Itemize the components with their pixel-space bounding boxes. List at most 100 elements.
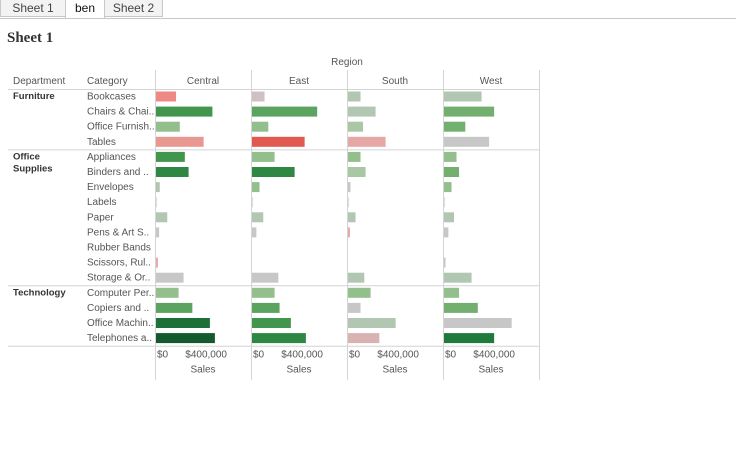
x-axis-title: Sales [286, 365, 311, 376]
category-label: Chairs & Chai.. [87, 107, 154, 118]
category-header: Category [87, 76, 128, 87]
bar-west [444, 272, 472, 283]
x-tick-label: $0 [445, 350, 457, 361]
bar-east [252, 106, 318, 117]
bar-east [252, 287, 275, 298]
department-label: Office [13, 151, 40, 162]
bar-central [156, 333, 215, 344]
bar-east [252, 91, 265, 102]
region-label-central: Central [187, 76, 219, 87]
bar-south [348, 333, 380, 344]
category-label: Computer Per.. [87, 288, 154, 299]
region-label-east: East [289, 76, 309, 87]
category-label: Tables [87, 137, 116, 148]
bar-south [348, 318, 396, 328]
bar-west [444, 151, 457, 162]
x-axis-title: Sales [478, 365, 503, 376]
x-tick-label: $400,000 [185, 350, 227, 361]
bar-central [156, 272, 184, 283]
bar-south [348, 182, 351, 193]
category-label: Envelopes [87, 182, 134, 193]
bar-south [348, 272, 365, 283]
region-label-south: South [382, 76, 408, 87]
bar-south [348, 197, 349, 208]
bar-west [444, 121, 466, 132]
category-label: Office Furnish.. [87, 122, 155, 133]
bar-central [156, 287, 179, 298]
bar-south [348, 302, 361, 313]
bar-east [252, 136, 305, 147]
x-tick-label: $0 [349, 350, 361, 361]
bar-east [252, 151, 275, 162]
x-tick-label: $400,000 [377, 350, 419, 361]
bar-west [444, 91, 482, 102]
bar-west [444, 257, 446, 268]
category-label: Appliances [87, 152, 136, 163]
x-tick-label: $400,000 [473, 350, 515, 361]
bar-central [156, 257, 158, 268]
department-label: Technology [13, 287, 66, 298]
category-label: Telephones a.. [87, 333, 152, 344]
bar-east [252, 227, 257, 238]
x-tick-label: $0 [253, 350, 265, 361]
bar-west [444, 227, 449, 238]
tab-sheet-2[interactable]: Sheet 2 [104, 0, 163, 17]
bar-south [348, 212, 356, 223]
bar-central [156, 167, 189, 177]
bar-central [156, 212, 168, 223]
bar-west [444, 212, 455, 223]
category-label: Scissors, Rul.. [87, 258, 151, 269]
sheet-tab-bar: Sheet 1 ben Sheet 2 [0, 0, 736, 19]
bar-central [156, 182, 160, 193]
category-label: Paper [87, 212, 114, 223]
category-label: Binders and .. [87, 167, 149, 178]
category-label: Office Machin.. [87, 318, 154, 329]
bar-central [156, 318, 210, 328]
bar-east [252, 212, 264, 223]
category-label: Copiers and .. [87, 303, 149, 314]
bar-central [156, 136, 204, 147]
bar-west [444, 197, 445, 208]
department-header: Department [13, 76, 65, 87]
bar-central [156, 106, 213, 117]
bar-central [156, 302, 193, 313]
bar-west [444, 167, 460, 177]
x-tick-label: $400,000 [281, 350, 323, 361]
bar-south [348, 167, 366, 177]
bar-east [252, 121, 269, 132]
bar-central [156, 227, 160, 238]
tab-sheet-1[interactable]: Sheet 1 [0, 0, 66, 17]
category-label: Labels [87, 197, 116, 208]
bar-east [252, 318, 291, 328]
x-axis-title: Sales [382, 365, 407, 376]
category-label: Pens & Art S.. [87, 227, 149, 238]
x-tick-label: $0 [157, 350, 169, 361]
x-axis-title: Sales [190, 365, 215, 376]
bar-south [348, 106, 376, 117]
bar-east [252, 167, 295, 177]
bar-west [444, 287, 460, 298]
bar-south [348, 121, 364, 132]
bar-central [156, 121, 180, 132]
region-label-west: West [480, 76, 503, 87]
bar-south [348, 136, 386, 147]
bar-south [348, 91, 361, 102]
bar-west [444, 182, 452, 193]
bar-west [444, 106, 495, 117]
bar-central [156, 91, 177, 102]
bar-west [444, 302, 478, 313]
bar-south [348, 151, 361, 162]
bar-east [252, 197, 253, 208]
bar-central [156, 197, 157, 208]
bar-west [444, 136, 490, 147]
tab-ben[interactable]: ben [65, 0, 105, 18]
bar-east [252, 272, 279, 283]
bar-east [252, 333, 306, 344]
bar-west [444, 333, 495, 344]
bar-south [348, 227, 350, 238]
bar-south [348, 287, 371, 298]
category-label: Rubber Bands [87, 243, 151, 254]
department-label: Furniture [13, 91, 55, 102]
region-header: Region [331, 57, 363, 68]
